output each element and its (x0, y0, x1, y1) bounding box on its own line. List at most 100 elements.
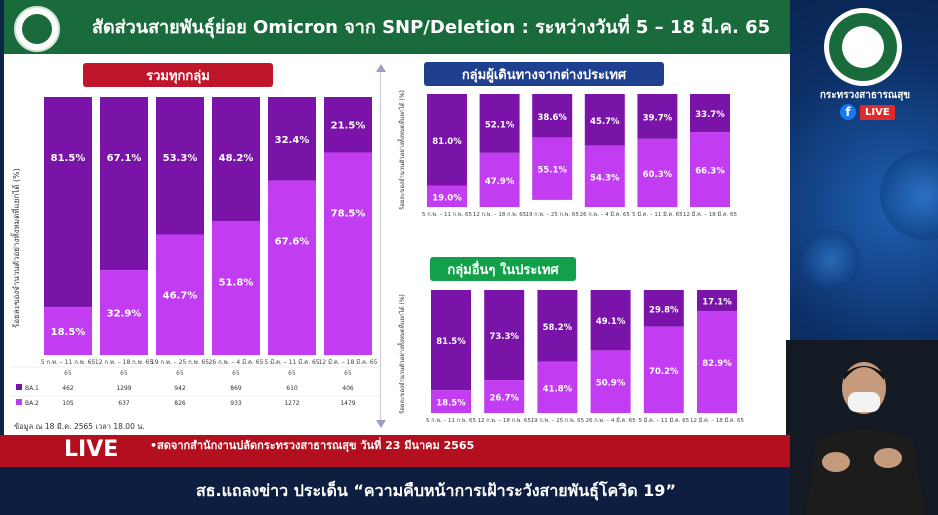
data-label-ba1: 45.7% (590, 117, 620, 127)
x-tick-label: 5 มี.ค. – 11 มี.ค. 65 (632, 211, 683, 218)
bar-ba1 (268, 97, 316, 181)
table-cell: 826 (174, 400, 186, 407)
x-tick-label: 26 ก.พ. – 4 มี.ค. 65 (580, 211, 631, 218)
x-tick-label: 26 ก.พ. – 4 มี.ค. 65 (585, 417, 636, 424)
x-tick-label: 19 ก.พ. – 25 ก.พ. 65 (151, 359, 209, 366)
facebook-icon: f (840, 104, 856, 120)
x-tick-label: 5 มี.ค. – 11 มี.ค. 65 (639, 417, 690, 424)
ministry-seal-icon (824, 8, 902, 86)
data-label-ba2: 18.5% (436, 399, 466, 409)
bar-ba2 (479, 152, 520, 207)
data-label-ba2: 60.3% (643, 170, 673, 180)
interpreter-figure (786, 340, 938, 515)
bar-ba2 (697, 311, 737, 413)
bar-ba1 (100, 97, 148, 271)
facebook-live-badge: f LIVE (840, 104, 895, 120)
data-label-ba2: 66.3% (695, 167, 725, 177)
table-header-cell: 65 (288, 370, 296, 377)
bar-ba2 (212, 221, 260, 355)
table-cell: 942 (174, 385, 186, 392)
data-label-ba1: 67.1% (107, 153, 142, 164)
x-tick-label: 12 ก.พ. – 18 ก.พ. 65 (473, 212, 527, 218)
news-ticker (0, 467, 790, 515)
x-tick-label: 19 ก.พ. – 25 ก.พ. 65 (525, 212, 579, 218)
slide-title: สัดส่วนสายพันธุ์ย่อย Omicron จาก SNP/Del… (92, 17, 771, 38)
data-label-ba1: 48.2% (219, 153, 254, 164)
chart-title-domestic: กลุ่มอื่นๆ ในประเทศ (430, 257, 576, 281)
data-label-ba2: 19.0% (432, 193, 462, 203)
data-label-ba1: 73.3% (489, 332, 519, 342)
table-cell: 869 (230, 385, 242, 392)
live-banner (0, 435, 790, 467)
table-cell: 1299 (116, 385, 131, 392)
table-cell: 637 (118, 400, 130, 407)
data-label-ba2: 70.2% (649, 367, 679, 377)
bar-ba2 (590, 350, 631, 413)
bar-ba1 (156, 97, 204, 235)
bar-ba1 (324, 97, 372, 153)
x-tick-label: 5 มี.ค. – 11 มี.ค. 65 (264, 358, 319, 366)
bar-ba2 (532, 137, 573, 200)
data-label-ba2: 26.7% (489, 394, 519, 404)
bar-ba2 (324, 152, 372, 355)
data-footnote: ข้อมูล ณ 18 มี.ค. 2565 เวลา 18.00 น. (14, 422, 145, 431)
x-tick-label: 5 ก.พ. – 11 ก.พ. 65 (41, 359, 96, 366)
data-label-ba1: 39.7% (643, 113, 673, 123)
legend-label: BA.1 (25, 385, 39, 392)
table-header-cell: 65 (64, 370, 72, 377)
x-tick-label: 12 มี.ค. – 18 มี.ค. 65 (683, 211, 738, 218)
data-label-ba2: 55.1% (537, 166, 567, 176)
data-label-ba2: 41.8% (543, 384, 573, 394)
table-cell: 105 (62, 400, 74, 407)
data-label-ba1: 81.0% (432, 137, 462, 147)
bar-ba1 (212, 97, 260, 222)
charts-canvas: 81.5% 18.5% 5 ก.พ. – 11 ก.พ. 65 67.1% 32.9% 1… (10, 94, 745, 424)
data-label-ba2: 46.7% (163, 291, 198, 302)
bar-ba1 (643, 290, 684, 327)
ticker-headline: สธ.แถลงข่าว ประเด็น “ความคืบหน้าการเฝ้าร… (196, 481, 676, 500)
data-label-ba2: 18.5% (51, 327, 86, 338)
table-cell: 1272 (284, 400, 299, 407)
table-cell: 1479 (340, 400, 355, 407)
x-tick-label: 12 ก.พ. – 18 ก.พ. 65 (95, 359, 153, 366)
bar-ba2 (537, 361, 578, 413)
data-label-ba1: 33.7% (695, 110, 725, 120)
data-label-ba2: 78.5% (331, 208, 366, 219)
table-header-cell: 65 (344, 370, 352, 377)
table-cell: 933 (230, 400, 242, 407)
bar-ba1 (584, 94, 625, 146)
ministry-logo-icon (14, 6, 60, 52)
data-label-ba1: 49.1% (596, 317, 626, 327)
bar-ba1 (532, 94, 573, 138)
data-label-ba1: 53.3% (163, 153, 198, 164)
data-label-ba1: 21.5% (331, 121, 366, 132)
bar-ba1 (484, 290, 525, 381)
slide-header: สัดส่วนสายพันธุ์ย่อย Omicron จาก SNP/Del… (4, 0, 790, 54)
bar-ba2 (637, 138, 678, 207)
arrow-down-icon (376, 420, 386, 428)
x-tick-label: 12 มี.ค. – 18 มี.ค. 65 (690, 417, 745, 424)
table-cell: 610 (286, 385, 298, 392)
broadcast-source: •สดจากสำนักงานปลัดกระทรวงสาธารณสุข วันที… (150, 439, 475, 452)
data-label-ba1: 32.4% (275, 135, 310, 146)
chart-divider (380, 70, 381, 425)
table-header-cell: 65 (120, 370, 128, 377)
x-tick-label: 5 ก.พ. – 11 ก.พ. 65 (422, 212, 472, 218)
data-label-ba1: 29.8% (649, 305, 679, 315)
x-tick-label: 26 ก.พ. – 4 มี.ค. 65 (209, 358, 264, 366)
sign-language-interpreter (786, 340, 938, 515)
table-cell: 406 (342, 385, 354, 392)
x-tick-label: 12 มี.ค. – 18 มี.ค. 65 (318, 358, 377, 366)
bar-ba1 (537, 290, 578, 362)
chart-title-all-groups: รวมทุกกลุ่ม (83, 63, 273, 87)
data-label-ba2: 32.9% (107, 309, 142, 320)
chart-title-travelers: กลุ่มผู้เดินทางจากต่างประเทศ (424, 62, 664, 86)
x-tick-label: 5 ก.พ. – 11 ก.พ. 65 (426, 418, 476, 424)
table-header-cell: 65 (176, 370, 184, 377)
bar-ba2 (643, 326, 684, 413)
table-cell: 462 (62, 385, 74, 392)
legend-label: BA.2 (25, 400, 39, 407)
data-label-ba2: 82.9% (702, 359, 732, 369)
bar-ba1 (44, 97, 92, 308)
data-label-ba2: 54.3% (590, 173, 620, 183)
